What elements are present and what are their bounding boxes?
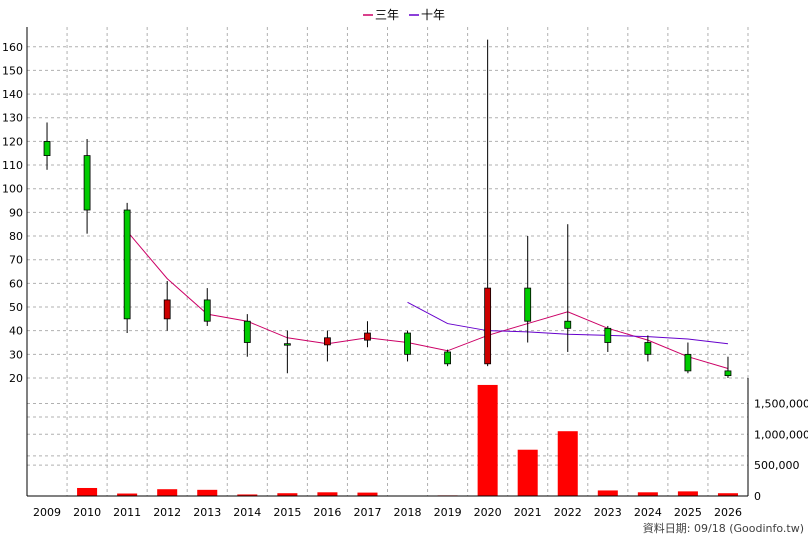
- price-tick-label: 160: [2, 41, 23, 54]
- candle-body: [644, 342, 652, 355]
- volume-bar: [517, 449, 538, 496]
- candle-body: [43, 140, 51, 156]
- candle-body: [604, 327, 612, 343]
- x-tick-label: 2010: [73, 506, 101, 519]
- x-tick-label: 2025: [674, 506, 702, 519]
- candle-body: [243, 320, 251, 343]
- x-tick-label: 2024: [634, 506, 662, 519]
- series-line-0: [126, 230, 729, 370]
- volume-tick-label: 0: [754, 490, 761, 503]
- price-tick-label: 90: [9, 206, 23, 219]
- axes: 20 30 40 50 60 70 80 90 100 110 120 130 140 150 160 0 50…: [2, 27, 808, 519]
- source-note: 資料日期: 09/18 (Goodinfo.tw): [643, 521, 804, 535]
- x-tick-label: 2019: [434, 506, 462, 519]
- volume-bar: [557, 431, 578, 496]
- candle-body: [163, 299, 171, 320]
- volume-bar: [197, 489, 218, 496]
- x-tick-label: 2016: [313, 506, 341, 519]
- volume-bar: [117, 493, 138, 496]
- x-tick-label: 2023: [594, 506, 622, 519]
- volume-bar: [77, 487, 98, 496]
- x-tick-label: 2026: [714, 506, 742, 519]
- candle-body: [564, 320, 572, 329]
- x-tick-label: 2013: [193, 506, 221, 519]
- candle-body: [484, 287, 492, 365]
- legend-label-十年: 十年: [421, 8, 445, 22]
- candle-body: [364, 332, 371, 341]
- price-tick-label: 140: [2, 88, 23, 101]
- x-tick-label: 2017: [353, 506, 381, 519]
- candle-body: [684, 353, 692, 372]
- candle-body: [203, 299, 211, 322]
- candle-body: [123, 209, 131, 320]
- price-tick-label: 100: [2, 183, 23, 196]
- volume-tick-label: 1,000,000: [754, 428, 808, 441]
- price-tick-label: 150: [2, 64, 23, 77]
- price-tick-label: 60: [9, 277, 23, 290]
- candle-body: [283, 343, 291, 346]
- volume-bar: [477, 384, 498, 496]
- volume-tick-label: 500,000: [754, 459, 800, 472]
- volume-bar: [677, 491, 698, 496]
- volume-bar: [717, 493, 738, 496]
- price-tick-label: 120: [2, 135, 23, 148]
- legend-label-三年: 三年: [375, 8, 399, 22]
- volume-bar: [637, 492, 658, 496]
- candle-body: [404, 332, 411, 355]
- grid-lines: [26, 27, 749, 496]
- x-tick-label: 2022: [554, 506, 582, 519]
- price-tick-label: 50: [9, 301, 23, 314]
- x-tick-label: 2018: [394, 506, 422, 519]
- price-tick-label: 130: [2, 112, 23, 125]
- volume-bars: [37, 384, 738, 497]
- price-tick-label: 40: [9, 325, 23, 338]
- candlesticks: [43, 39, 732, 378]
- x-tick-label: 2012: [153, 506, 181, 519]
- x-tick-label: 2015: [273, 506, 301, 519]
- x-tick-label: 2009: [33, 506, 61, 519]
- x-tick-label: 2011: [113, 506, 141, 519]
- volume-bar: [237, 494, 258, 496]
- price-tick-label: 80: [9, 230, 23, 243]
- price-tick-label: 110: [2, 159, 23, 172]
- candle-body: [83, 155, 91, 211]
- volume-bar: [277, 493, 298, 496]
- candle-body: [444, 351, 451, 365]
- x-tick-label: 2020: [474, 506, 502, 519]
- volume-bar: [317, 492, 338, 496]
- legend: 三年 十年: [363, 8, 445, 22]
- volume-bar: [357, 492, 378, 496]
- volume-tick-label: 1,500,000: [754, 397, 808, 410]
- price-tick-label: 70: [9, 254, 23, 267]
- volume-bar: [597, 490, 618, 496]
- x-tick-label: 2014: [233, 506, 261, 519]
- candle-body: [324, 337, 331, 346]
- candle-body: [724, 370, 732, 377]
- price-tick-label: 20: [9, 372, 23, 385]
- volume-bar: [157, 489, 178, 496]
- x-tick-label: 2021: [514, 506, 542, 519]
- price-tick-label: 30: [9, 348, 23, 361]
- candle-body: [524, 287, 532, 322]
